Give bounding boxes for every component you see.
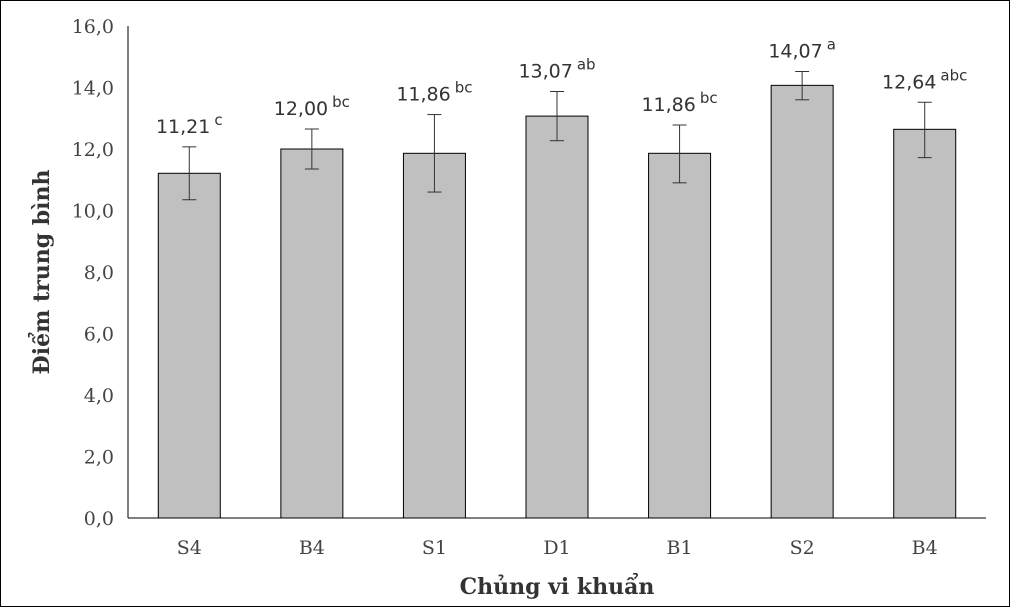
y-tick-label: 0,0	[84, 508, 114, 530]
y-tick-label: 14,0	[72, 78, 114, 100]
error-bars-group	[182, 71, 932, 201]
x-axis-ticks: S4 B4 S1 D1 B1 S2 B4	[177, 537, 938, 559]
data-label: 12,00 bc	[274, 93, 350, 120]
data-label: 12,64 abc	[882, 66, 967, 93]
x-tick-label: B1	[667, 537, 693, 559]
data-label: 14,07 a	[768, 36, 836, 63]
error-bar	[672, 124, 687, 184]
bars-group	[157, 84, 957, 519]
bar	[648, 152, 712, 519]
data-label: 11,21 c	[156, 111, 223, 138]
y-tick-label: 10,0	[72, 201, 114, 223]
y-axis-ticks: 0,0 2,0 4,0 6,0 8,0 10,0 12,0 14,0 16,0	[72, 16, 114, 530]
bar	[893, 128, 957, 519]
error-bar	[917, 101, 932, 159]
y-tick-label: 2,0	[84, 447, 114, 469]
y-tick-label: 4,0	[84, 385, 114, 407]
x-tick-label: B4	[912, 537, 938, 559]
error-bar	[795, 71, 810, 101]
data-label: 11,86 bc	[641, 89, 717, 116]
x-tick-label: S2	[790, 537, 815, 559]
y-tick-label: 16,0	[72, 16, 114, 38]
y-tick-label: 8,0	[84, 262, 114, 284]
bar	[280, 148, 344, 519]
data-labels-group: 11,21 c 12,00 bc 11,86 bc 13,07 ab 11,86 bc 14,07 a…	[156, 36, 967, 138]
x-tick-label: D1	[543, 537, 570, 559]
error-bar	[427, 114, 442, 193]
y-tick-label: 6,0	[84, 324, 114, 346]
bar	[525, 115, 589, 519]
x-axis-title: Chủng vi khuẩn	[460, 572, 655, 600]
y-tick-label: 12,0	[72, 139, 114, 161]
y-axis-title: Điểm trung bình	[27, 169, 55, 374]
data-label: 13,07 ab	[518, 55, 595, 82]
bar	[770, 84, 834, 519]
error-bar	[182, 146, 197, 201]
x-tick-label: S1	[422, 537, 447, 559]
error-bar	[304, 128, 319, 170]
x-tick-label: S4	[177, 537, 202, 559]
bar	[157, 172, 221, 519]
data-label: 11,86 bc	[396, 79, 472, 106]
x-tick-label: B4	[299, 537, 325, 559]
error-bar	[550, 90, 564, 142]
bar	[402, 152, 466, 519]
